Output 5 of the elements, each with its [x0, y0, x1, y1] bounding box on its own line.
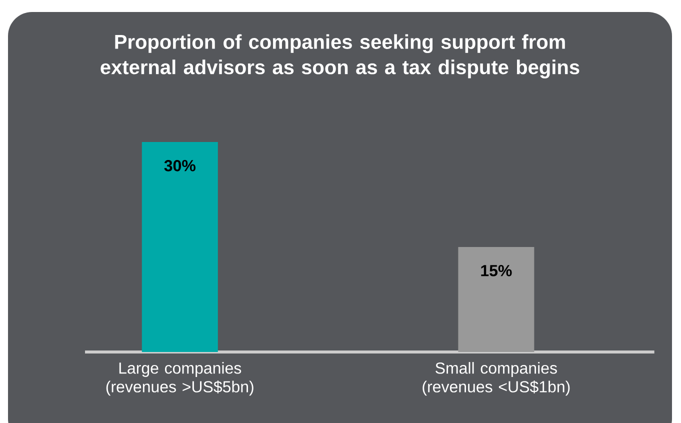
x-tick-label: Large companies (revenues >US$5bn): [106, 362, 254, 396]
data-label: 30%: [164, 160, 196, 172]
x-tick-label: Small companies (revenues <US$1bn): [422, 362, 570, 396]
chart-title: Proportion of companies seeking support from external advisors as soon as a tax dispute begins: [100, 34, 580, 78]
data-label: 15%: [481, 265, 512, 276]
